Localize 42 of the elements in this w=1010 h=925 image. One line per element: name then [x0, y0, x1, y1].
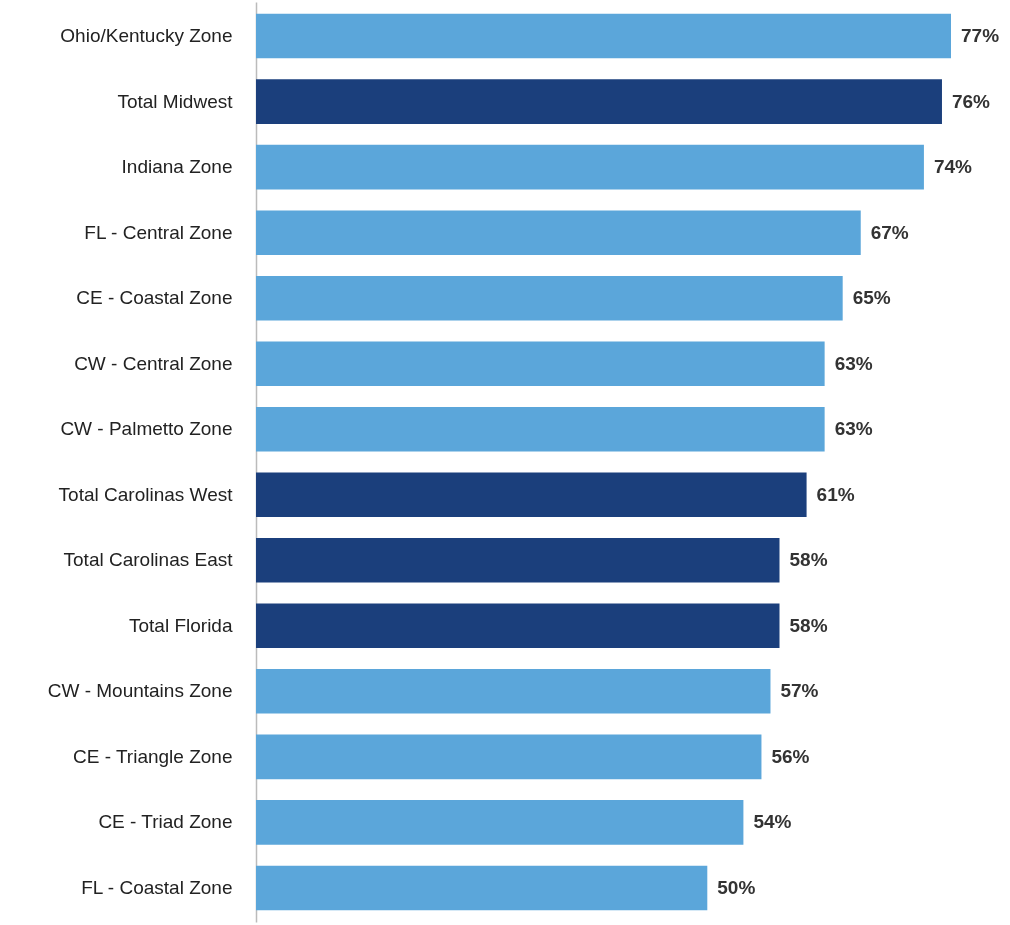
- data-label: 50%: [717, 876, 756, 898]
- bar: [256, 406, 825, 452]
- y-tick-label: CE - Coastal Zone: [76, 287, 233, 309]
- data-label: 77%: [961, 25, 1000, 47]
- bar: [256, 669, 771, 714]
- bar: [256, 13, 951, 59]
- y-tick-label: FL - Coastal Zone: [81, 876, 233, 898]
- y-tick-label: Ohio/Kentucky Zone: [60, 25, 233, 47]
- data-label: 63%: [834, 352, 873, 374]
- data-label: 65%: [852, 287, 891, 309]
- bar: [256, 800, 744, 845]
- y-tick-label: CE - Triad Zone: [98, 811, 233, 833]
- data-label: 61%: [816, 483, 855, 505]
- y-tick-label: Total Carolinas West: [58, 483, 234, 505]
- bar: [256, 472, 807, 518]
- y-tick-label: CW - Mountains Zone: [47, 680, 233, 702]
- bar: [256, 341, 825, 386]
- bar: [256, 144, 924, 190]
- bar: [256, 734, 762, 780]
- data-label: 76%: [951, 90, 991, 112]
- data-label: 67%: [870, 221, 909, 243]
- data-label: 74%: [933, 156, 973, 178]
- y-tick-label: CE - Triangle Zone: [73, 745, 233, 767]
- data-label: 54%: [753, 811, 792, 833]
- y-tick-label: CW - Palmetto Zone: [60, 418, 233, 440]
- y-tick-label: Total Midwest: [117, 90, 234, 112]
- y-tick-label: CW - Central Zone: [74, 352, 233, 374]
- data-label: 63%: [834, 418, 873, 440]
- data-label: 58%: [789, 614, 828, 636]
- bar: [256, 79, 942, 124]
- data-label: 58%: [789, 549, 828, 571]
- bar: [256, 865, 708, 911]
- bar: [256, 538, 780, 583]
- y-tick-label: Total Florida: [129, 614, 233, 636]
- bar: [256, 603, 780, 649]
- data-label: 57%: [780, 680, 819, 702]
- bar: [256, 275, 843, 321]
- data-label: 56%: [771, 745, 810, 767]
- bar: [256, 210, 861, 255]
- y-tick-label: FL - Central Zone: [84, 221, 233, 243]
- y-tick-label: Indiana Zone: [121, 156, 233, 178]
- y-tick-label: Total Carolinas East: [63, 549, 234, 571]
